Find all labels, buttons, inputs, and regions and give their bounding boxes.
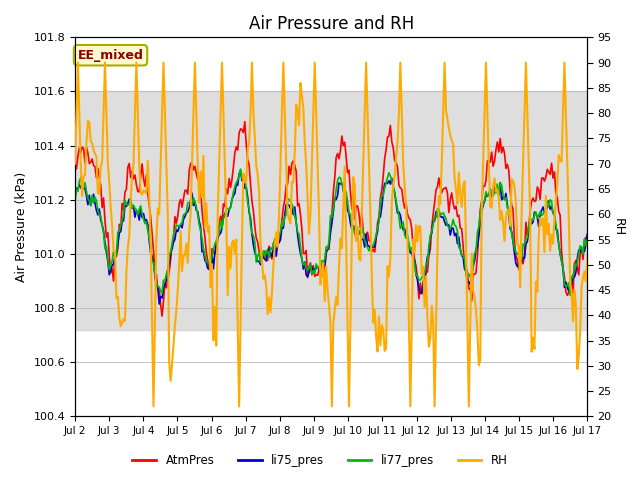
Title: Air Pressure and RH: Air Pressure and RH — [248, 15, 414, 33]
Text: EE_mixed: EE_mixed — [77, 48, 143, 62]
Legend: AtmPres, li75_pres, li77_pres, RH: AtmPres, li75_pres, li77_pres, RH — [128, 449, 512, 472]
Y-axis label: Air Pressure (kPa): Air Pressure (kPa) — [15, 172, 28, 282]
Y-axis label: RH: RH — [612, 218, 625, 236]
Bar — [75, 92, 588, 330]
